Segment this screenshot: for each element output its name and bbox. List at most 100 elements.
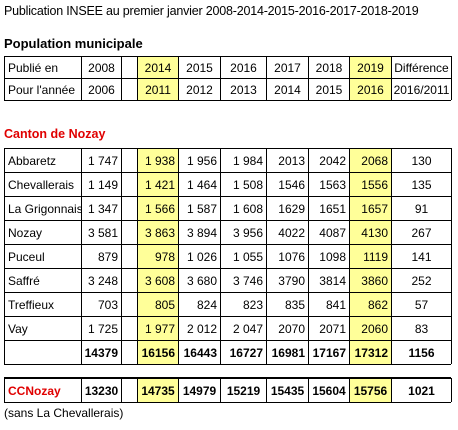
population-cell: 1 026: [186, 249, 217, 264]
population-cell: 835: [284, 297, 305, 312]
document-title: Publication INSEE au premier janvier 200…: [4, 4, 419, 18]
population-cell: 1 956: [186, 153, 217, 168]
year-cell: 2015: [186, 60, 213, 75]
table-rule: [4, 56, 5, 100]
table-rule: [4, 377, 451, 378]
ccnozay-cell: 1021: [408, 383, 435, 398]
population-cell: 824: [196, 297, 217, 312]
table-rule: [121, 148, 122, 364]
population-cell: 3 680: [186, 273, 217, 288]
population-cell: 2013: [278, 153, 305, 168]
population-cell: 1 508: [232, 177, 263, 192]
table-rule: [349, 56, 350, 100]
population-cell: 1 347: [87, 201, 118, 216]
year-cell: 2016/2011: [393, 82, 450, 97]
population-cell: 1 587: [186, 201, 217, 216]
table-rule: [81, 378, 82, 402]
total-cell: 14379: [84, 345, 118, 360]
commune-name: Vay: [8, 321, 28, 336]
year-cell: 2017: [274, 60, 301, 75]
population-cell: 3 248: [87, 273, 118, 288]
population-cell: 4087: [319, 225, 346, 240]
total-cell: 16727: [229, 345, 263, 360]
canton-heading: Canton de Nozay: [4, 127, 106, 141]
table-rule: [391, 148, 392, 364]
section-heading: Population municipale: [4, 36, 143, 51]
year-cell: [122, 57, 137, 78]
ccnozay-cell: 15435: [270, 383, 305, 398]
total-cell: 16443: [183, 345, 217, 360]
total-cell: 17312: [350, 341, 391, 364]
population-cell: 2071: [319, 321, 346, 336]
population-cell: 2042: [319, 153, 346, 168]
table-rule: [308, 148, 309, 364]
year-cell: Différence: [394, 60, 449, 75]
table-rule: [220, 148, 221, 364]
table-rule: [308, 56, 309, 100]
table-rule: [220, 56, 221, 100]
totals-label: [5, 341, 81, 364]
population-cell: 2060: [350, 317, 391, 340]
table-rule: [349, 148, 350, 364]
year-cell: 2006: [88, 82, 115, 97]
population-cell: 252: [411, 273, 432, 288]
population-cell: 862: [350, 293, 391, 316]
table-rule: [391, 56, 392, 100]
table-rule: [81, 56, 82, 100]
table-rule: [4, 220, 451, 221]
table-rule: [4, 148, 5, 364]
table-rule: [349, 378, 350, 402]
population-cell: 141: [411, 249, 432, 264]
population-cell: 4130: [350, 221, 391, 244]
table-rule: [4, 316, 451, 317]
table-rule: [451, 56, 452, 100]
commune-name: Nozay: [8, 225, 43, 240]
population-cell: 3814: [319, 273, 346, 288]
total-cell: 17167: [312, 345, 346, 360]
table-rule: [451, 148, 452, 364]
ccnozay-label: CCNozay: [8, 383, 61, 398]
population-cell: 1076: [278, 249, 305, 264]
footnote: (sans La Chevallerais): [4, 406, 124, 420]
table-rule: [4, 56, 451, 57]
population-cell: 267: [411, 225, 432, 240]
table-rule: [137, 148, 138, 364]
year-cell: 2018: [315, 60, 343, 75]
table-rule: [4, 292, 451, 293]
year-cell: 2014: [138, 57, 178, 78]
table-rule: [4, 172, 451, 173]
ccnozay-cell: 14979: [182, 383, 217, 398]
population-cell: 1 977: [138, 317, 178, 340]
population-cell: 1 608: [232, 201, 263, 216]
population-cell: 2 012: [186, 321, 217, 336]
total-cell: 1156: [408, 345, 435, 360]
commune-name: Treffieux: [8, 297, 55, 312]
population-cell: 1098: [319, 249, 346, 264]
population-cell: 1 421: [138, 173, 178, 196]
table-rule: [178, 378, 179, 402]
population-cell: 130: [411, 153, 432, 168]
header-label: Pour l'année: [8, 82, 76, 97]
population-cell: 3 746: [232, 273, 263, 288]
year-cell: 2016: [350, 79, 391, 100]
population-cell: 57: [414, 297, 429, 312]
year-cell: 2011: [138, 79, 178, 100]
population-cell: [122, 221, 137, 244]
population-cell: 3790: [278, 273, 305, 288]
population-cell: [122, 197, 137, 220]
table-rule: [4, 340, 451, 341]
year-cell: [122, 79, 137, 100]
population-cell: 1 938: [138, 149, 178, 172]
population-cell: 3 894: [186, 225, 217, 240]
population-cell: 1546: [278, 177, 305, 192]
table-rule: [4, 364, 451, 365]
population-cell: [122, 317, 137, 340]
year-cell: 2013: [230, 82, 257, 97]
table-rule: [266, 378, 267, 402]
table-rule: [121, 56, 122, 100]
population-cell: [122, 173, 137, 196]
population-cell: 823: [242, 297, 263, 312]
year-cell: 2016: [230, 60, 257, 75]
population-cell: 1 055: [232, 249, 263, 264]
population-cell: 978: [138, 245, 178, 268]
